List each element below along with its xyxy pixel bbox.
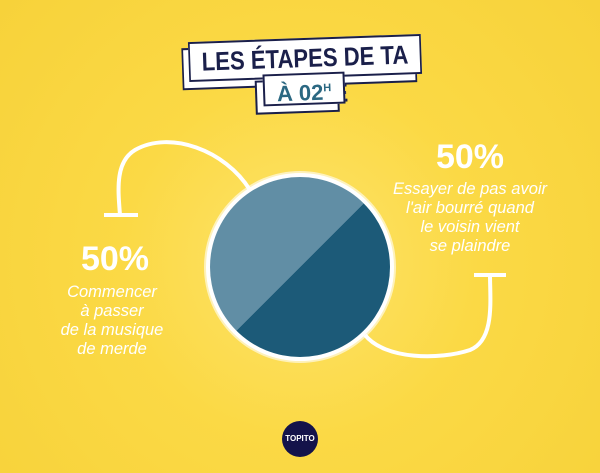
topito-logo: TOPITO [282,421,318,457]
label-line: se plaindre [429,237,511,255]
title-line-2: À 02H [262,71,346,107]
label-line: Commencer [67,283,157,301]
right-percent-label: 50% [435,138,505,176]
label-line: le voisin vient [420,218,520,236]
label-line: l'air bourré quand [406,199,534,217]
pie-slice-2 [236,203,390,357]
label-line: de merde [77,340,147,358]
right-connector-line [363,273,506,359]
title-time-unit: H [323,82,332,95]
label-line: à passer [80,302,144,320]
left-slice-label: Commencer à passer de la musique de merd… [37,283,187,359]
left-percent-label: 50% [80,240,150,278]
left-connector-line [104,140,252,217]
title-time: À 02 [276,79,324,107]
label-line: Essayer de pas avoir [392,180,548,198]
pie-slice-1 [210,177,364,331]
right-slice-label: Essayer de pas avoir l'air bourré quand … [375,180,565,256]
label-line: de la musique [60,321,164,339]
